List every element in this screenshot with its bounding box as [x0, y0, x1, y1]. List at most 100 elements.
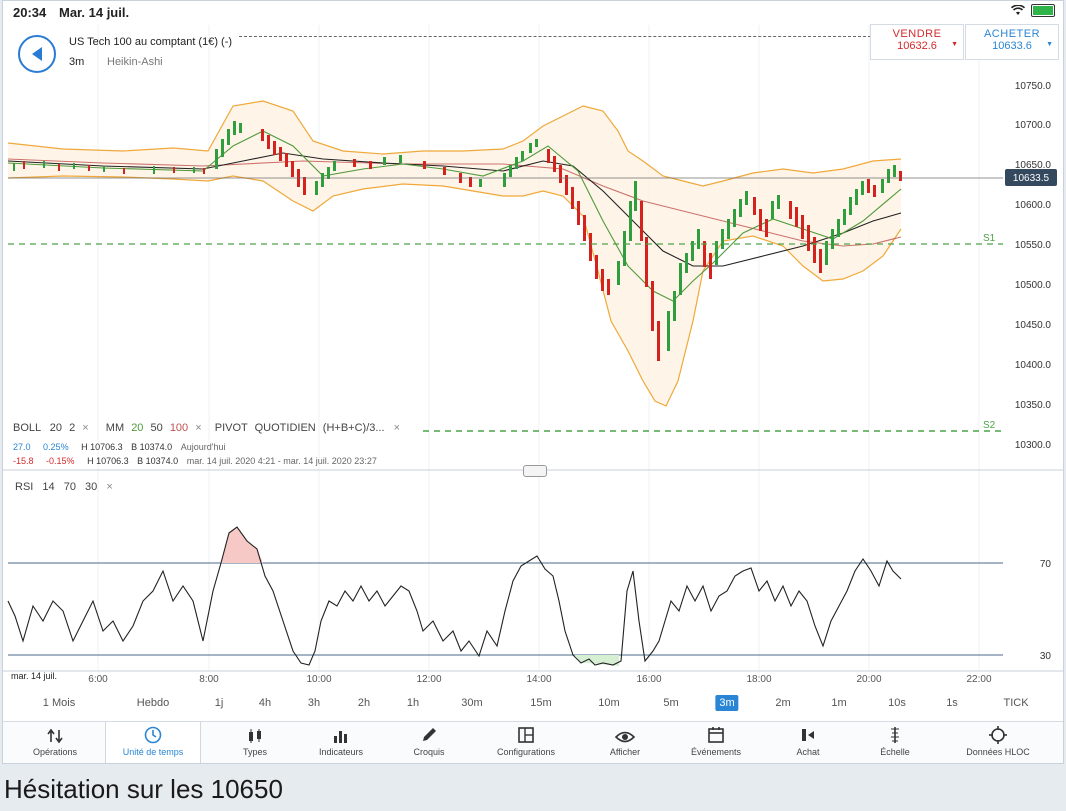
bollinger-band-fill — [8, 101, 901, 406]
wifi-icon — [1011, 5, 1025, 15]
buy-button[interactable]: ACHETER 10633.6 ▼ — [965, 24, 1059, 60]
change-pct: -0.15% — [46, 456, 75, 466]
toolbar-label: Achat — [796, 747, 820, 757]
toolbar-label: Opérations — [32, 747, 78, 757]
status-time: 20:34 — [13, 5, 47, 20]
ma-label[interactable]: MM — [105, 422, 125, 434]
timeframe-1h[interactable]: 1h — [406, 697, 420, 709]
time-tick: 6:00 — [88, 674, 108, 685]
timeframe-2m[interactable]: 2m — [775, 697, 791, 709]
rsi-lower: 30 — [85, 481, 98, 493]
toolbar-label: Unité de temps — [122, 747, 184, 757]
time-tick: 20:00 — [856, 674, 881, 685]
calendar-icon — [708, 727, 724, 743]
rsi-30-label: 30 — [1040, 651, 1052, 662]
timeframe-1j[interactable]: 1j — [214, 697, 224, 709]
price-label: 10400.0 — [1015, 360, 1052, 371]
rsi-overbought-fill — [221, 527, 263, 563]
instrument-name[interactable]: US Tech 100 au comptant (1€) (-) — [69, 36, 233, 48]
timeframe-tick[interactable]: TICK — [1003, 697, 1029, 709]
boll-close-icon[interactable]: × — [82, 422, 89, 434]
rsi-close-icon[interactable]: × — [106, 481, 113, 493]
current-price-value: 10633.5 — [1013, 173, 1050, 184]
change-value: 27.0 — [13, 442, 31, 452]
toolbar-label: Échelle — [880, 747, 910, 757]
price-label: 10550.0 — [1015, 240, 1052, 251]
clock-icon — [144, 726, 162, 744]
timeframe-hebdo[interactable]: Hebdo — [136, 697, 170, 709]
ma-close-icon[interactable]: × — [195, 422, 202, 434]
toolbar-configurations[interactable]: Configurations — [478, 722, 574, 763]
crosshair-icon — [989, 726, 1007, 744]
pivot-s2-label: S2 — [983, 420, 996, 431]
timeframe-10s[interactable]: 10s — [888, 697, 906, 709]
buy-label: ACHETER — [983, 28, 1041, 40]
high-dashed-line — [239, 36, 871, 37]
pencil-icon — [423, 728, 436, 741]
boll-label[interactable]: BOLL — [13, 422, 41, 434]
toolbar-label: Événements — [690, 747, 742, 757]
candles-icon — [249, 729, 261, 743]
rsi-legend[interactable]: RSI 14 70 30 × — [15, 481, 113, 493]
toolbar-sketch[interactable]: Croquis — [381, 722, 477, 763]
time-tick: 10:00 — [306, 674, 331, 685]
status-bar: 20:34 Mar. 14 juil. — [3, 1, 1063, 23]
timeframe-2h[interactable]: 2h — [357, 697, 371, 709]
timeframe-30m[interactable]: 30m — [461, 697, 483, 709]
toolbar-label: Types — [242, 747, 267, 757]
low-value: B 10374.0 — [131, 442, 173, 452]
timeframe-1m[interactable]: 1m — [831, 697, 847, 709]
sell-button[interactable]: VENDRE 10632.6 ▼ — [870, 24, 964, 60]
timeframe-1-mois[interactable]: 1 Mois — [42, 697, 76, 709]
panel-resize-handle[interactable] — [523, 465, 547, 477]
candles — [13, 121, 902, 361]
buy-dropdown-icon: ▼ — [1046, 41, 1053, 48]
ma-mid: 50 — [150, 422, 163, 434]
toolbar-types[interactable]: Types — [207, 722, 303, 763]
chart-interval: 3m — [69, 56, 85, 68]
timeframe-4h[interactable]: 4h — [258, 697, 272, 709]
timeframe-5m[interactable]: 5m — [663, 697, 679, 709]
ma-fast: 20 — [131, 422, 144, 434]
toolbar-indicators[interactable]: Indicateurs — [293, 722, 389, 763]
rsi-name: RSI — [15, 481, 34, 493]
timeframe-15m[interactable]: 15m — [530, 697, 552, 709]
chart-canvas: 10750.0 10700.0 10650.0 10600.0 10550.0 … — [3, 25, 1063, 685]
toolbar-label: Données HLOC — [966, 747, 1030, 757]
boll-period: 20 — [49, 422, 63, 434]
ma-50-line — [7, 152, 902, 267]
indicators-icon — [334, 731, 347, 743]
pivot-close-icon[interactable]: × — [393, 422, 401, 434]
timeframe-3h[interactable]: 3h — [307, 697, 321, 709]
price-label: 10350.0 — [1015, 400, 1052, 411]
buy-icon — [802, 729, 814, 741]
eye-icon — [615, 731, 635, 743]
period-label: Aujourd'hui — [180, 442, 226, 452]
toolbar-display[interactable]: Afficher — [577, 722, 673, 763]
buy-price: 10633.6 — [992, 40, 1032, 52]
time-axis-date: mar. 14 juil. — [11, 671, 58, 681]
time-axis: 6:00 8:00 10:00 12:00 14:00 16:00 18:00 … — [88, 674, 992, 685]
pivot-s1-label: S1 — [983, 233, 996, 244]
timeframe-10m[interactable]: 10m — [598, 697, 620, 709]
toolbar-hloc-data[interactable]: Données HLOC — [950, 722, 1046, 763]
bear-candles — [23, 129, 902, 361]
toolbar-time-unit[interactable]: Unité de temps — [105, 722, 201, 763]
time-tick: 22:00 — [966, 674, 991, 685]
rsi-oversold-fill — [575, 655, 619, 666]
rsi-upper: 70 — [63, 481, 76, 493]
pivot-type: QUOTIDIEN — [254, 422, 316, 434]
timeframe-1s[interactable]: 1s — [946, 697, 958, 709]
toolbar-buy[interactable]: Achat — [760, 722, 856, 763]
trading-app-screen: 20:34 Mar. 14 juil. — [2, 0, 1064, 764]
toolbar-scale[interactable]: Échelle — [847, 722, 943, 763]
back-button[interactable] — [18, 35, 56, 73]
sell-label: VENDRE — [892, 28, 942, 40]
toolbar-events[interactable]: Événements — [668, 722, 764, 763]
low-value: B 10374.0 — [137, 456, 179, 466]
status-icons — [1011, 4, 1055, 17]
timeframe-3m[interactable]: 3m — [715, 695, 739, 711]
pivot-label[interactable]: PIVOT — [214, 422, 248, 434]
toolbar-operations[interactable]: Opérations — [7, 722, 103, 763]
high-value: H 10706.3 — [81, 442, 123, 452]
